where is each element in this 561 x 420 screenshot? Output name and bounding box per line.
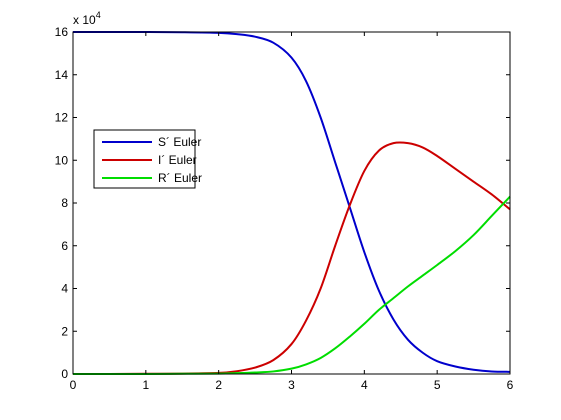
- x-tick-label: 4: [361, 378, 368, 392]
- y-tick-label: 14: [55, 68, 69, 82]
- legend: S´ Euler I´ Euler R´ Euler: [93, 129, 202, 189]
- y-tick-label: 16: [55, 25, 69, 39]
- y-tick-label: 10: [55, 153, 69, 167]
- y-tick-label: 4: [61, 282, 68, 296]
- x-tick-label: 6: [507, 378, 514, 392]
- x-tick-label: 3: [288, 378, 295, 392]
- y-tick-label: 2: [61, 324, 68, 338]
- plot-area: [73, 32, 510, 374]
- x-tick-label: 0: [70, 378, 77, 392]
- x-tick-label: 1: [142, 378, 149, 392]
- series-line-0: [72, 30, 511, 373]
- y-tick-label: 6: [61, 239, 68, 253]
- x-tick-label: 5: [434, 378, 441, 392]
- legend-label-1: I´ Euler: [158, 153, 197, 167]
- x-tick-label: 2: [215, 378, 222, 392]
- y-multiplier-label: x 104: [73, 10, 101, 27]
- y-tick-label: 0: [61, 367, 68, 381]
- y-tick-label: 8: [61, 196, 68, 210]
- y-tick-label: 12: [55, 111, 69, 125]
- legend-label-2: R´ Euler: [158, 171, 202, 185]
- legend-label-0: S´ Euler: [158, 135, 201, 149]
